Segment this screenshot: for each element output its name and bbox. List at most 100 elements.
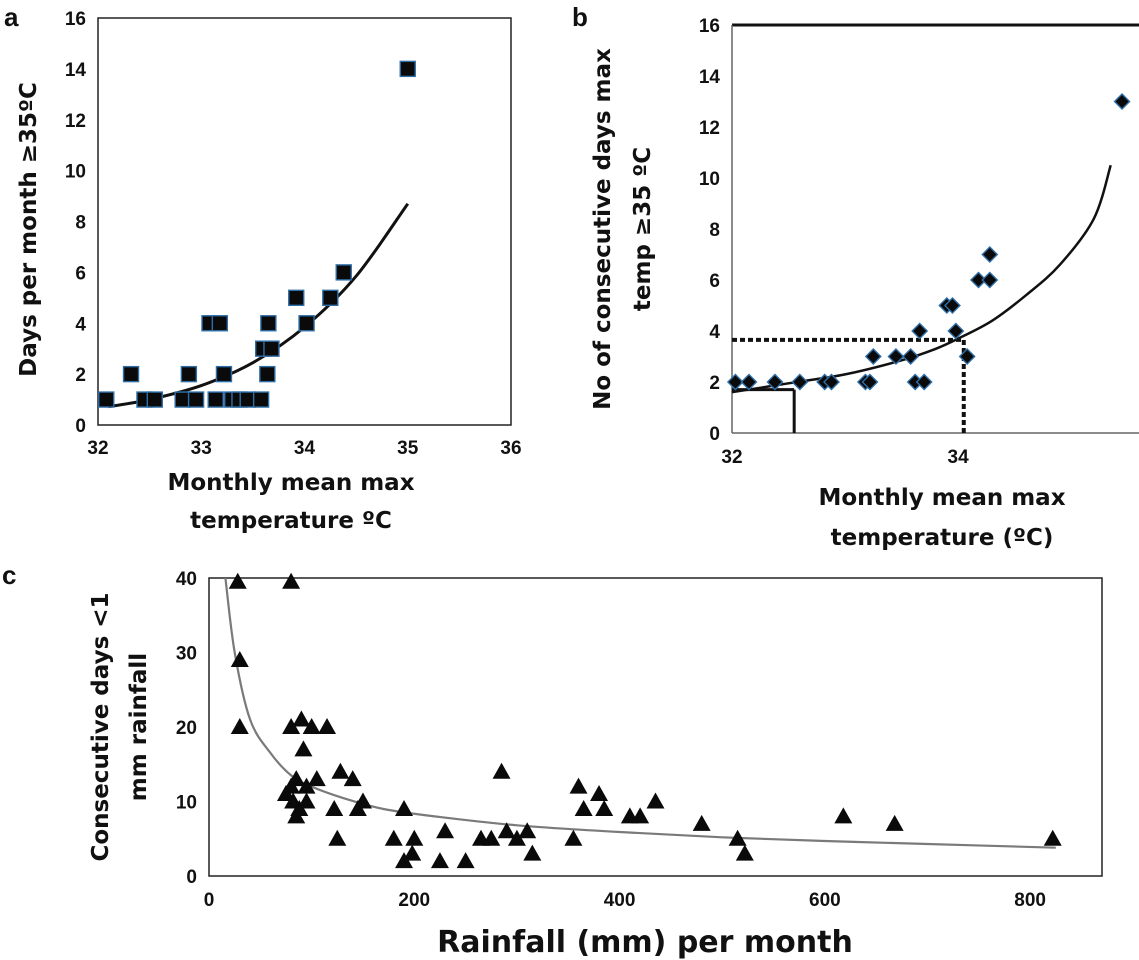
panel-c-data-point (328, 829, 347, 846)
panel-c-data-point (307, 770, 326, 787)
panel-c-data-point (507, 829, 526, 846)
panel-a-data-point (122, 365, 140, 383)
panel-c-data-point (384, 829, 403, 846)
panel-c-data-point (325, 799, 344, 816)
panel-b-fit-curve (731, 164, 1112, 394)
panel-b-data-point (766, 373, 784, 391)
panel-c-data-point (228, 572, 247, 589)
panel-c-data-point (595, 799, 614, 816)
panel-c-y-axis-label-line2: mm rainfall (126, 653, 152, 801)
panel-c-data-point (728, 829, 747, 846)
panel-b-data-point (981, 246, 999, 263)
panel-a-data-point (146, 391, 163, 408)
panel-c-data-point (297, 777, 316, 794)
panel-b-letter: b (572, 2, 588, 32)
panel-b-data-point (969, 271, 987, 289)
panel-a-x-tick-label: 36 (500, 438, 521, 459)
panel-a-y-tick-label: 16 (65, 9, 86, 30)
panel-a-x-axis-label-line1: Monthly mean max (167, 470, 414, 496)
panel-b-y-tick-label: 10 (699, 169, 720, 190)
panel-b-y-tick-label: 2 (709, 373, 720, 394)
panel-c-data-point (569, 777, 588, 794)
panel-a-letter: a (4, 2, 19, 32)
panel-b-data-point (887, 348, 905, 365)
panel-c-data-point (885, 814, 904, 831)
panel-c-data-point (230, 718, 249, 734)
panel-c-data-point (497, 822, 516, 839)
panel-a-plot-frame (97, 17, 512, 426)
panel-c-x-tick-label: 400 (604, 890, 636, 911)
panel-a-data-point (98, 391, 115, 408)
panel-a-data-point (187, 391, 205, 408)
panel-b-data-point (943, 297, 961, 314)
panel-b-y-axis-label-line2: temp ≥35 ºC (630, 147, 656, 311)
panel-c-letter: c (2, 560, 16, 590)
panel-a-data-point (207, 391, 224, 408)
panel-c-x-axis-label: Rainfall (mm) per month (437, 925, 853, 960)
panel-c-data-point (482, 829, 501, 846)
panel-b-y-tick-label: 8 (709, 220, 720, 241)
panel-b: 0 2 4 6 8 10 12 14 16 32 34 No of consecutive days … (590, 16, 1139, 551)
panel-c-y-tick-label: 40 (176, 569, 197, 590)
panel-c-data-point (403, 844, 422, 861)
panel-a-data-point (252, 391, 270, 408)
panel-a-y-tick-label: 2 (75, 365, 86, 386)
panel-c-data-point (331, 762, 350, 779)
panel-c-data-point (456, 852, 475, 869)
panel-b-y-tick-label: 6 (709, 271, 720, 292)
panel-c-data-point (282, 572, 301, 589)
panel-a-data-point (180, 365, 198, 383)
panel-c-x-tick-label: 800 (1014, 890, 1046, 911)
panel-b-data-point (947, 322, 965, 340)
panel-a-data-point (298, 315, 315, 332)
panel-c-data-point (343, 770, 362, 787)
panel-a-y-tick-label: 6 (75, 263, 86, 284)
panel-c-data-point (518, 822, 537, 839)
panel-c-y-tick-label: 20 (176, 718, 197, 739)
panel-c-data-point (834, 807, 853, 824)
panel-a-data-point (211, 315, 229, 332)
panel-c-data-point (564, 829, 583, 846)
panel-c-data-point (430, 852, 449, 869)
panel-c-data-point (405, 829, 424, 846)
panel-c-data-point (574, 799, 593, 816)
panel-a-data-point (335, 264, 352, 281)
panel-b-x-axis-label-line2: temperature (ºC) (831, 525, 1054, 551)
panel-c-data-point (292, 710, 311, 727)
panel-b-data-point (726, 373, 744, 391)
panel-c-data-point (302, 718, 321, 734)
panel-a-x-tick-label: 33 (191, 438, 212, 459)
panel-a-x-axis-label-line2: temperature ºC (190, 508, 392, 534)
panel-b-data-point (791, 373, 809, 391)
panel-c-data-point (282, 718, 301, 734)
panel-c-data-point (230, 650, 249, 667)
panel-b-x-axis-label-line1: Monthly mean max (818, 485, 1065, 511)
panel-b-data-point (822, 373, 840, 391)
panel-b-data-point (911, 322, 929, 340)
panel-c-x-tick-label: 0 (204, 890, 215, 911)
panel-c-x-tick-label: 200 (398, 890, 430, 911)
panel-c-data-point (646, 792, 665, 809)
panel-c-data-point (492, 762, 511, 779)
panel-a-y-tick-label: 12 (65, 111, 86, 132)
panel-c-data-point (523, 844, 542, 861)
panel-b-y-tick-label: 12 (699, 118, 720, 139)
panel-a-data-point (215, 365, 233, 383)
panel-b-x-tick-label: 34 (948, 447, 970, 468)
panel-a-data-point (399, 60, 416, 78)
panel-b-y-axis-label-line1: No of consecutive days max (590, 48, 616, 410)
panel-a: 0 2 4 6 8 10 12 14 16 32 33 34 35 36 Days per month ≥3… (16, 9, 522, 534)
panel-a-data-point (322, 289, 339, 307)
panel-a-data-point (263, 340, 280, 357)
panel-a-x-tick-label: 32 (87, 438, 108, 459)
panel-c-data-point (436, 822, 455, 839)
panel-c-data-point (735, 844, 754, 861)
panel-b-data-point (981, 271, 999, 289)
panel-b-y-tick-label: 4 (709, 322, 720, 343)
panel-c-y-tick-label: 30 (176, 644, 197, 665)
panel-b-x-tick-label: 32 (721, 447, 742, 468)
panel-c-y-axis-label-line1: Consecutive days <1 (88, 592, 114, 861)
panel-b-data-point (740, 373, 758, 391)
